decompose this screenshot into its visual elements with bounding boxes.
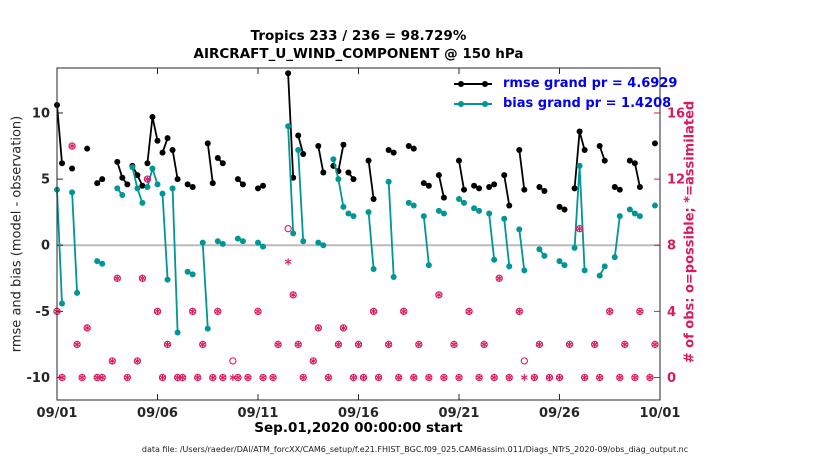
svg-text:10: 10 (32, 106, 50, 121)
svg-text:5: 5 (41, 173, 50, 188)
legend: rmse grand pr = 4.6929 bias grand pr = 1… (452, 76, 677, 111)
svg-text:09/01: 09/01 (37, 406, 78, 421)
svg-text:10/01: 10/01 (640, 406, 681, 421)
legend-entry-rmse: rmse grand pr = 4.6929 (452, 76, 677, 91)
y-axis-label-right: # of obs: o=possible; *=assimilated (682, 100, 698, 364)
caption-datafile: data file: /Users/raeder/DAI/ATM_forcXX/… (141, 445, 689, 454)
svg-text:-5: -5 (36, 305, 50, 320)
svg-text:09/26: 09/26 (539, 406, 580, 421)
svg-text:09/16: 09/16 (338, 406, 379, 421)
svg-text:-10: -10 (27, 371, 51, 386)
svg-text:4: 4 (667, 305, 676, 320)
svg-text:09/11: 09/11 (238, 406, 279, 421)
figure-title: Tropics 233 / 236 = 98.729% (250, 28, 467, 44)
y-axis-label-left: rmse and bias (model - observation) (9, 115, 25, 353)
svg-text:0: 0 (667, 371, 676, 386)
svg-text:16: 16 (667, 106, 685, 121)
legend-line-sample-bias-icon (452, 97, 494, 111)
svg-text:09/06: 09/06 (137, 406, 178, 421)
svg-text:8: 8 (667, 239, 676, 254)
legend-entry-bias: bias grand pr = 1.4208 (452, 96, 677, 111)
legend-label-rmse: rmse grand pr = 4.6929 (503, 76, 678, 91)
legend-label-bias: bias grand pr = 1.4208 (503, 96, 672, 111)
figure-subtitle: AIRCRAFT_U_WIND_COMPONENT @ 150 hPa (193, 46, 524, 62)
svg-text:0: 0 (41, 239, 50, 254)
x-axis-label: Sep.01,2020 00:00:00 start (254, 420, 463, 436)
svg-text:09/21: 09/21 (439, 406, 480, 421)
svg-text:12: 12 (667, 173, 685, 188)
legend-line-sample-rmse-icon (452, 77, 494, 91)
